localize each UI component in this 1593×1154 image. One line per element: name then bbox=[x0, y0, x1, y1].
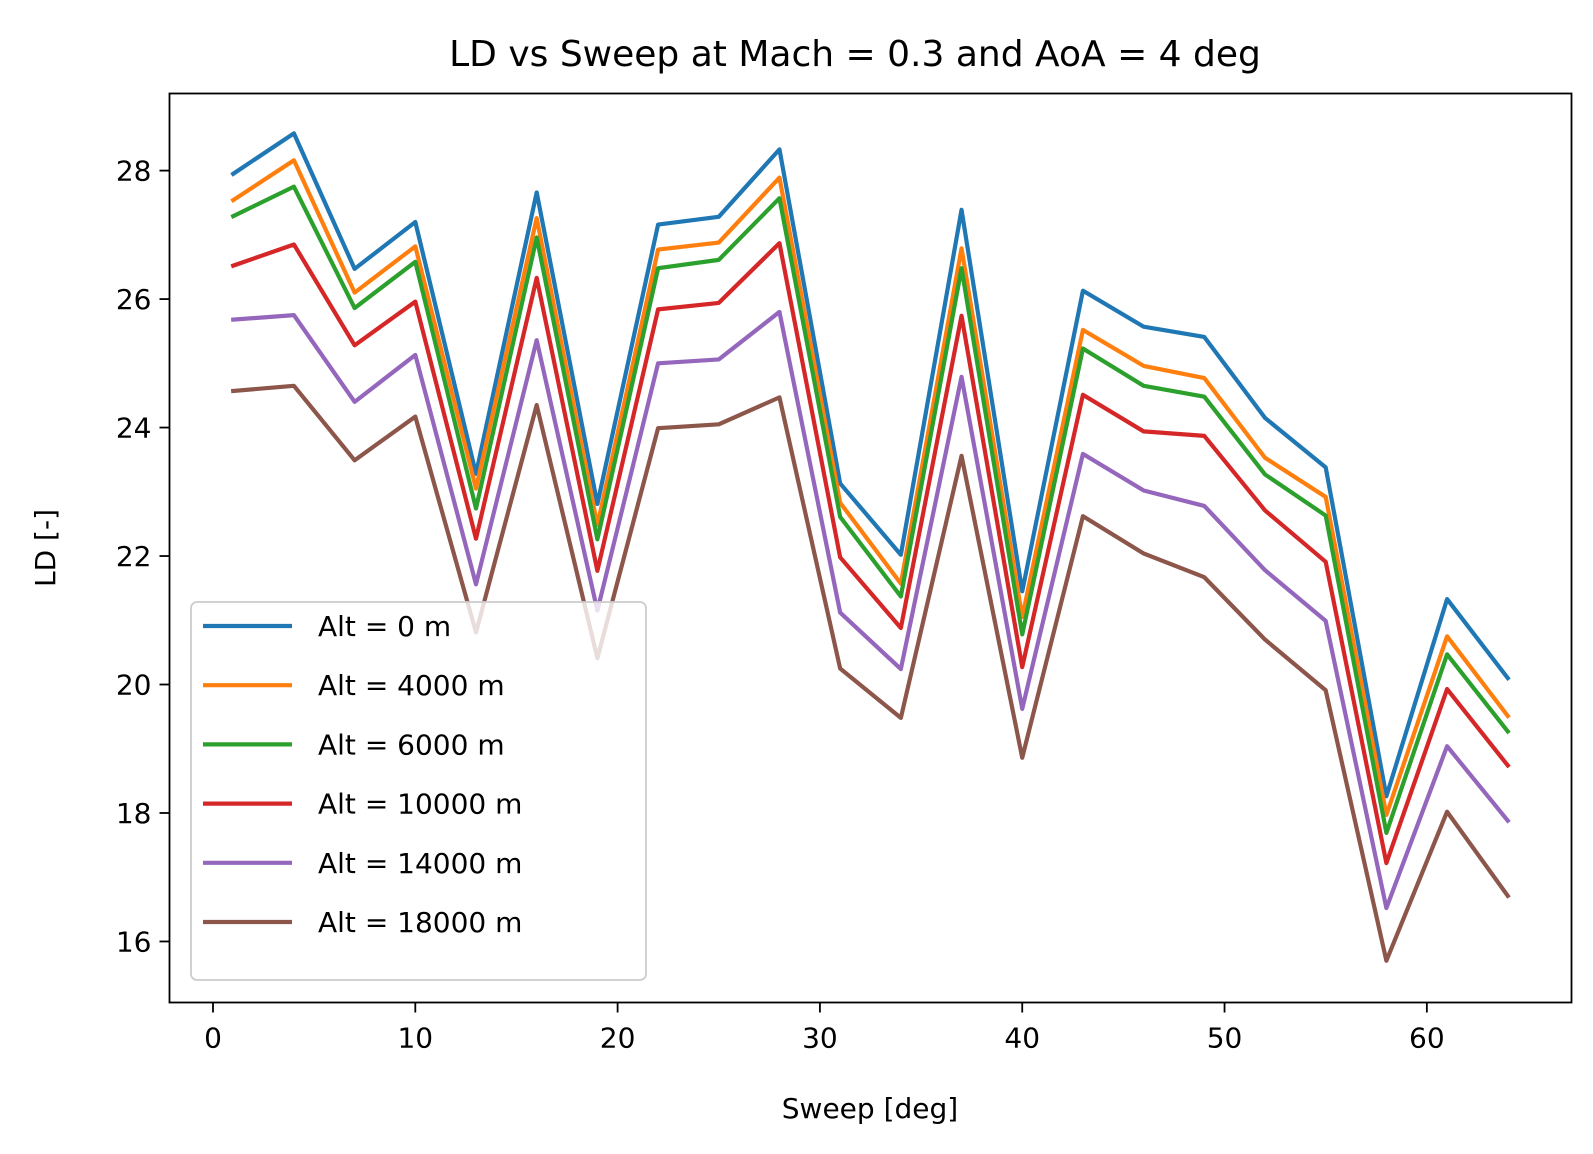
series-line-0 bbox=[230, 131, 1511, 799]
series-line-4 bbox=[230, 309, 1511, 911]
y-tick-label: 28 bbox=[116, 155, 152, 188]
legend-label-5: Alt = 18000 m bbox=[318, 906, 522, 939]
x-tick-label: 40 bbox=[1004, 1022, 1040, 1055]
y-tick-label: 20 bbox=[116, 669, 152, 702]
y-tick-label: 16 bbox=[116, 925, 152, 958]
y-tick-label: 24 bbox=[116, 412, 152, 445]
y-tick-label: 22 bbox=[116, 540, 152, 573]
x-axis-label: Sweep [deg] bbox=[782, 1092, 958, 1125]
x-tick-label: 20 bbox=[600, 1022, 636, 1055]
plot-frame bbox=[168, 92, 1573, 1004]
legend-label-3: Alt = 10000 m bbox=[318, 788, 522, 821]
x-tick-label: 30 bbox=[802, 1022, 838, 1055]
x-tick-label: 60 bbox=[1409, 1022, 1445, 1055]
series-lines bbox=[230, 131, 1511, 963]
legend-label-2: Alt = 6000 m bbox=[318, 728, 505, 761]
series-line-5 bbox=[230, 383, 1511, 963]
series-line-3 bbox=[230, 241, 1511, 866]
legend: Alt = 0 m Alt = 4000 m Alt = 6000 m Alt = 1… bbox=[190, 601, 647, 981]
x-tick-label: 50 bbox=[1207, 1022, 1243, 1055]
y-tick-label: 26 bbox=[116, 283, 152, 316]
axis-ticks: 0 10 20 30 40 50 60 16 18 20 22 24 26 28 bbox=[116, 155, 1445, 1055]
legend-label-1: Alt = 4000 m bbox=[318, 669, 505, 702]
legend-label-0: Alt = 0 m bbox=[318, 610, 451, 643]
legend-items: Alt = 0 m Alt = 4000 m Alt = 6000 m Alt = 1… bbox=[203, 610, 522, 939]
legend-box bbox=[190, 601, 647, 981]
y-tick-label: 18 bbox=[116, 797, 152, 830]
chart-title: LD vs Sweep at Mach = 0.3 and AoA = 4 de… bbox=[449, 34, 1261, 75]
legend-label-4: Alt = 14000 m bbox=[318, 847, 522, 880]
y-axis-label: LD [-] bbox=[29, 509, 62, 587]
series-line-2 bbox=[230, 184, 1511, 836]
x-tick-label: 10 bbox=[397, 1022, 433, 1055]
series-line-1 bbox=[230, 158, 1511, 818]
x-tick-label: 0 bbox=[204, 1022, 222, 1055]
